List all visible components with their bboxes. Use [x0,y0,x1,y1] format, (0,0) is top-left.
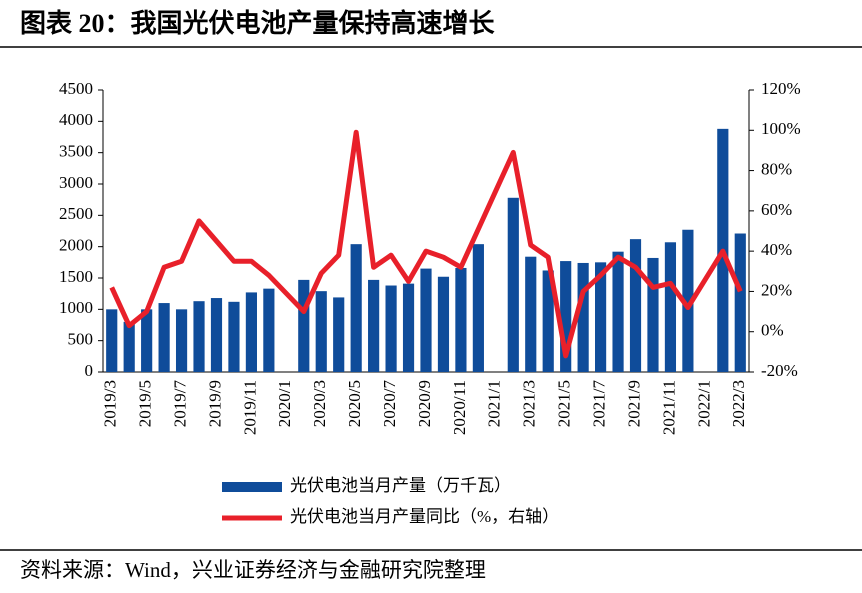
x-tick-label: 2021/9 [624,380,643,427]
y-tick-label: 1000 [59,298,93,317]
bar [682,229,694,372]
x-tick-label: 2022/1 [694,380,713,427]
bar [385,285,397,372]
bar [472,244,484,372]
y2-tick-label: 40% [761,240,792,259]
x-tick-label: 2021/11 [659,380,678,435]
bar [402,283,415,372]
bar [577,262,589,372]
x-tick-label: 2021/1 [485,380,504,427]
x-tick-label: 2019/7 [170,380,189,428]
bar [245,292,257,372]
bar [210,298,223,372]
bar [525,256,537,372]
chart-title: 图表 20：我国光伏电池产量保持高速增长 [20,8,496,38]
y-tick-label: 2000 [59,236,93,255]
y2-tick-label: 20% [761,280,792,299]
bar [315,291,327,372]
bar [298,279,310,372]
x-tick-label: 2020/3 [310,380,329,427]
bar [455,267,467,372]
legend-swatch [222,482,282,492]
y-tick-label: 500 [68,330,94,349]
legend-label: 光伏电池当月产量同比（%，右轴） [290,507,559,526]
bar [560,261,572,372]
bar [106,309,118,372]
x-tick-label: 2020/1 [275,380,294,427]
x-tick-label: 2022/3 [729,380,748,427]
legend-label: 光伏电池当月产量（万千瓦） [290,476,511,495]
x-tick-label: 2021/5 [555,380,574,427]
bar [542,270,554,372]
bar [612,251,624,372]
bar [193,301,205,372]
x-tick-label: 2021/7 [590,380,609,428]
bar [507,197,519,372]
y2-tick-label: -20% [761,361,798,380]
bar [734,233,746,372]
bar [368,279,380,372]
x-tick-label: 2019/5 [136,380,155,427]
x-tick-label: 2019/11 [240,380,259,435]
y2-tick-label: 100% [761,119,801,138]
bar [647,257,659,372]
bar [158,303,170,372]
y-tick-label: 4500 [59,79,93,98]
x-tick-label: 2020/11 [450,380,469,435]
y2-tick-label: 80% [761,159,792,178]
x-tick-label: 2019/9 [205,380,224,427]
x-tick-label: 2019/3 [101,380,120,427]
bar [595,262,607,372]
y2-tick-label: 60% [761,200,792,219]
line [109,129,743,359]
x-tick-label: 2020/9 [415,380,434,427]
x-tick-label: 2020/7 [380,380,399,428]
source: 资料来源：Wind，兴业证券经济与金融研究院整理 [20,558,486,582]
bar [437,276,450,372]
bar [333,297,345,372]
y2-tick-label: 120% [761,79,801,98]
x-tick-label: 2020/5 [345,380,364,427]
y-tick-label: 0 [85,361,94,380]
bar [175,309,188,372]
bar [350,244,362,372]
y-tick-label: 2500 [59,204,93,223]
bar [420,268,432,372]
x-tick-label: 2021/3 [520,380,539,427]
bar [141,309,153,372]
bar [228,301,240,372]
y-tick-label: 4000 [59,110,93,129]
y-tick-label: 3000 [59,173,93,192]
bar [664,242,677,372]
y2-tick-label: 0% [761,321,784,340]
y-tick-label: 3500 [59,142,93,161]
bar [263,288,275,372]
y-tick-label: 1500 [59,267,93,286]
bar [629,239,642,372]
bar [123,321,135,372]
